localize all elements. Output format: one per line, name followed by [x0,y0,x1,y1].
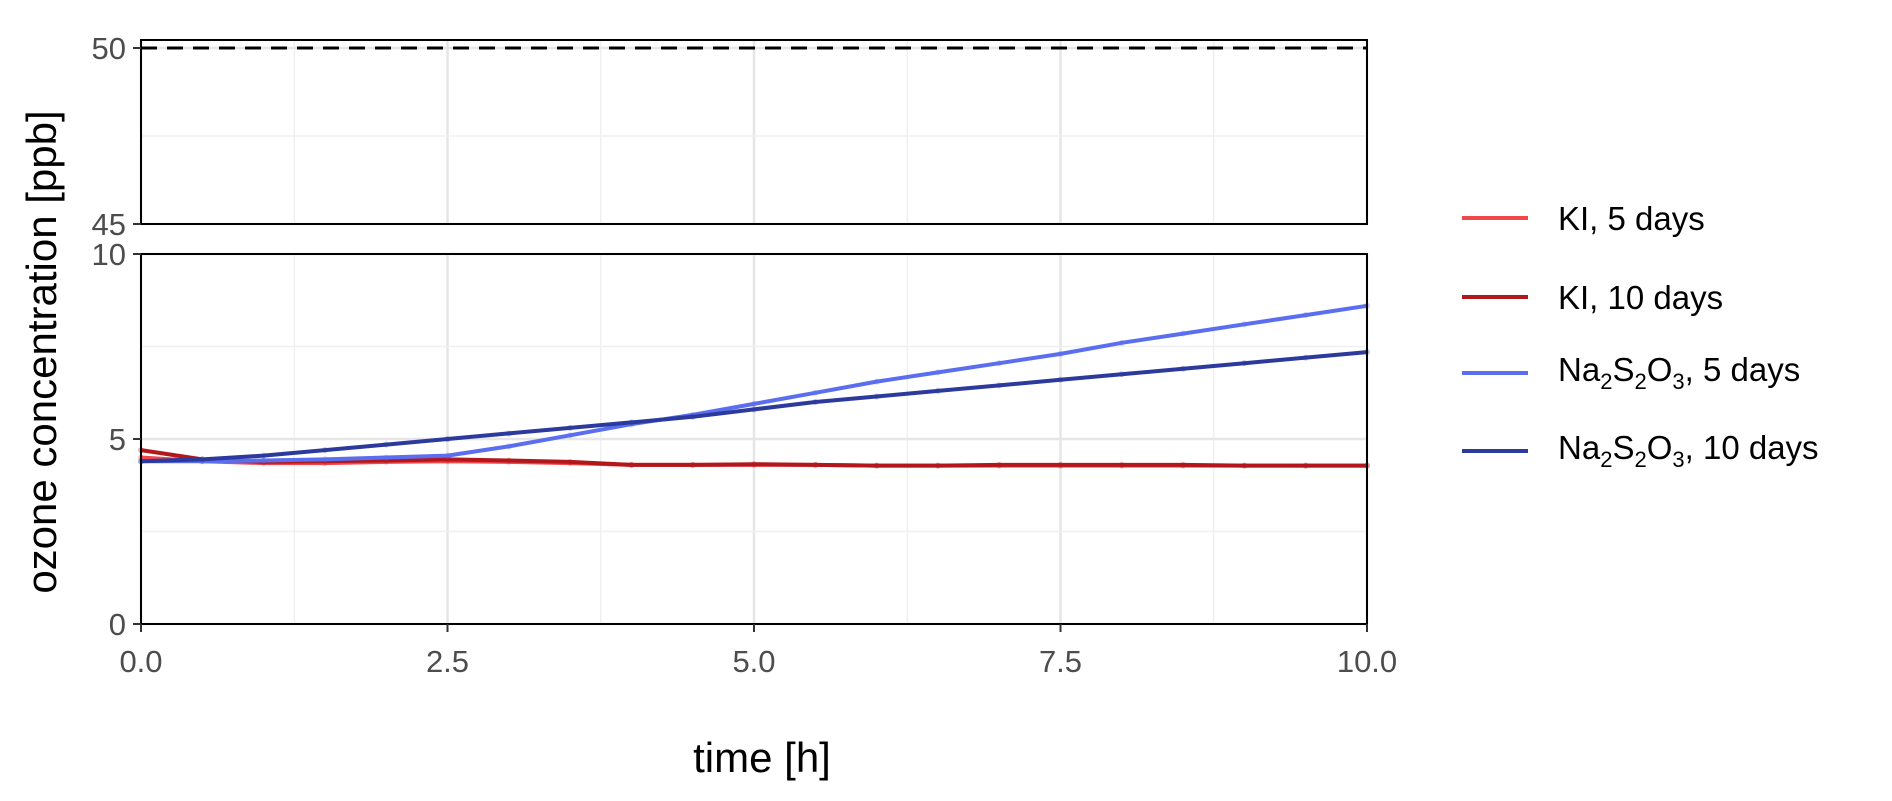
x-tick-label-0: 0.0 [119,644,162,679]
legend-label-ki-5-days: KI, 5 days [1558,200,1705,237]
bottom-y-tick-label-5: 5 [109,422,126,457]
top-y-tick-label-45: 45 [92,207,126,242]
legend-item-na2s2o3-10-days: Na2S2O3, 10 days [1462,429,1819,472]
x-tick-label-10: 10.0 [1337,644,1397,679]
legend: KI, 5 days KI, 10 days Na2S2O3, 5 days N… [1462,200,1819,472]
legend-item-na2s2o3-5-days: Na2S2O3, 5 days [1462,351,1800,394]
top-panel-border [140,39,1368,225]
bottom-y-tick-label-10: 10 [92,237,126,272]
x-axis-title: time [h] [693,734,831,781]
line-ki-10-days [140,448,1367,468]
legend-label-ki-10-days: KI, 10 days [1558,279,1723,316]
y-axis-title: ozone concentration [ppb] [18,110,65,593]
top-panel: 50 45 [92,31,1369,242]
bottom-y-tick-label-0: 0 [109,607,126,642]
top-y-tick-label-50: 50 [92,31,126,66]
legend-label-na2s2o3-5-days: Na2S2O3, 5 days [1558,351,1800,394]
bottom-panel: 10 5 0 [92,237,1370,642]
line-na-s-o-10-days [140,350,1368,464]
x-tick-label-7.5: 7.5 [1039,644,1082,679]
x-tick-label-5: 5.0 [732,644,775,679]
legend-item-ki-5-days: KI, 5 days [1462,200,1705,237]
line-na-s-o-5-days [141,303,1368,464]
series-layer [138,302,1370,469]
legend-label-na2s2o3-10-days: Na2S2O3, 10 days [1558,429,1819,472]
x-axis: 0.0 2.5 5.0 7.5 10.0 [119,624,1397,679]
legend-item-ki-10-days: KI, 10 days [1462,279,1723,316]
x-tick-label-2.5: 2.5 [426,644,469,679]
